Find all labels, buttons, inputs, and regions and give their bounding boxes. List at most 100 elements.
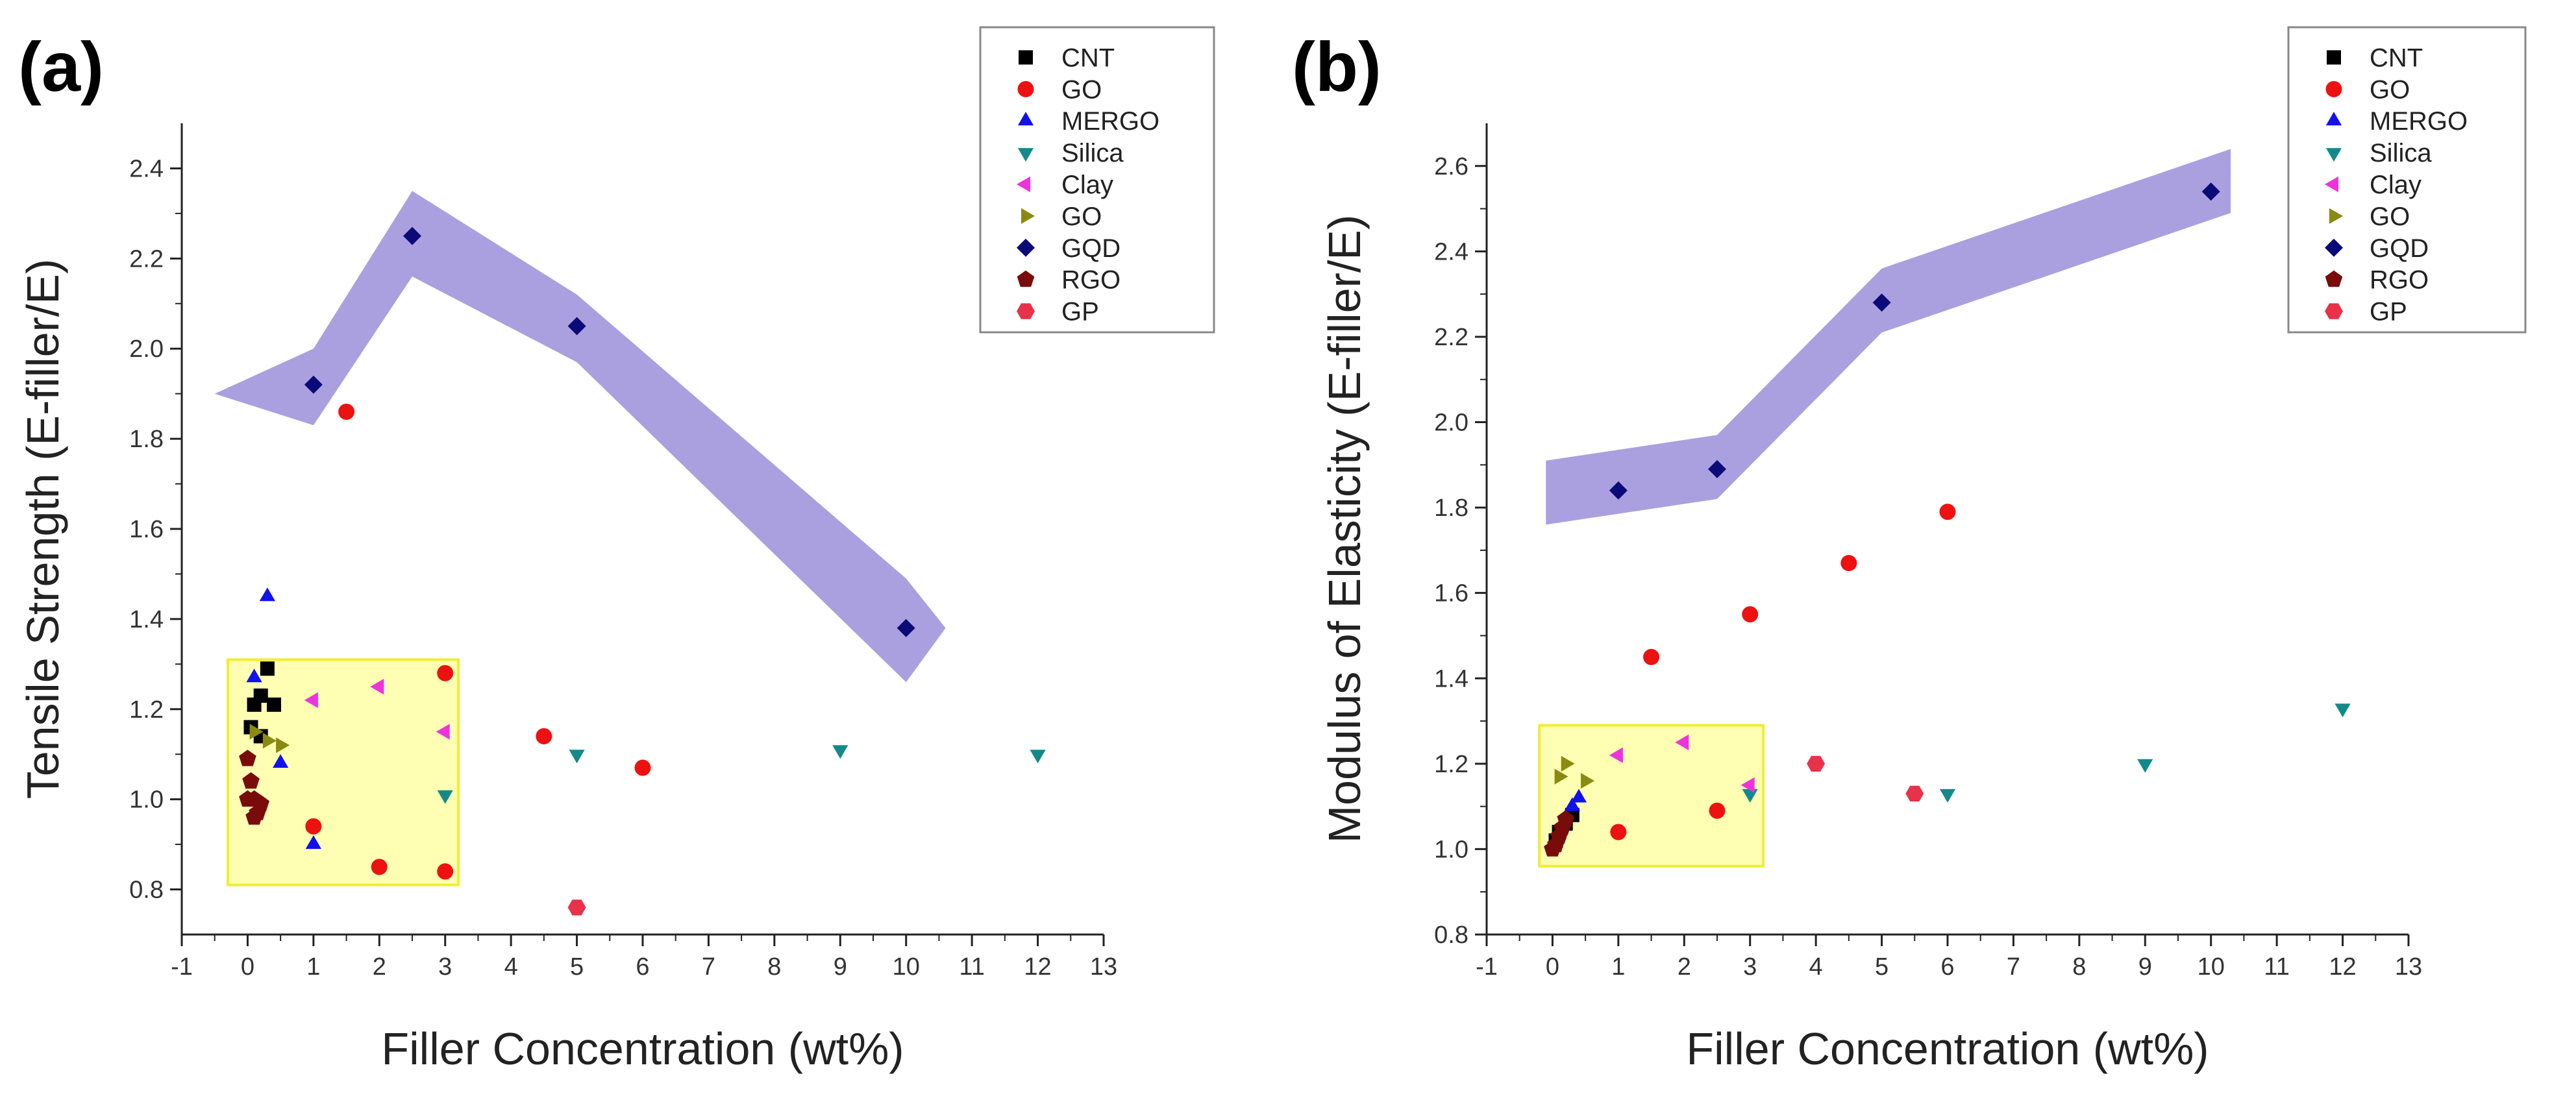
x-tick-label: 1 [306,953,320,981]
data-point-go-2 [437,665,454,681]
data-point-gqd-2 [1708,459,1726,478]
x-tick-label: 10 [893,953,920,981]
series-clay-triangle-left [304,678,450,740]
data-point-clay-2 [370,678,384,695]
series-mergo-triangle-up [246,587,321,849]
data-point-silica-1 [569,750,585,764]
data-point-go-5 [1610,824,1627,840]
data-point-clay-1 [1609,747,1623,763]
data-point-silica-4 [2334,703,2351,718]
y-axis-title: Tensile Strength (E-filler/E) [18,259,68,800]
data-point-go-1 [338,403,355,420]
x-tick-label: 3 [438,953,452,981]
data-point-gp-1 [1807,755,1826,772]
legend-marker-gp-hexagon [1017,303,1035,319]
data-point-go-4 [1939,504,1956,520]
legend-marker-clay-triangle-left [1017,176,1030,193]
legend-label-rgo: RGO [2370,266,2429,295]
y-tick-label: 2.2 [1434,324,1468,351]
series-go-triangle-right [1554,755,1595,789]
y-tick-label: 2.0 [1434,409,1468,437]
legend-marker-go-triangle-right [1021,208,1035,224]
data-point-gp-1 [567,899,586,916]
legend-marker-go-circle [2325,80,2342,97]
legend-marker-rgo-pentagon [2325,270,2343,287]
x-tick-label: 7 [702,953,715,981]
data-point-rgo-5 [1557,810,1574,827]
x-tick-label: -1 [171,953,193,981]
x-tick-label: 10 [2198,953,2225,981]
legend: CNT GO MERGO Silica Clay GO GQD RGO GP [979,26,1215,334]
legend-marker-mergo-triangle-up [1017,112,1034,126]
panel-b: -1 0 1 2 3 4 5 6 7 8 9 10 11 12 130.81.01.21.41.61.82.… [1292,26,2527,1074]
data-point-go-7 [437,863,454,880]
data-point-cnt-5 [267,697,281,712]
legend-label-silica: Silica [1061,139,1124,167]
series-rgo-pentagon [1544,810,1574,857]
x-tick-label: 1 [1611,953,1625,981]
series-gqd-diamond [304,226,915,637]
data-point-mergo-2 [246,668,262,683]
y-tick-label: 1.2 [1434,751,1468,778]
y-tick-label: 2.4 [129,155,164,182]
y-tick-label: 1.0 [129,787,164,814]
x-tick-label: 13 [2395,953,2422,981]
legend-label-gp: GP [1061,298,1099,326]
y-tick-label: 2.6 [1434,153,1468,180]
data-point-go-1 [249,724,264,740]
data-point-go-1 [1643,648,1660,665]
data-point-rgo-6 [239,790,256,807]
legend-label-cnt: CNT [1061,43,1115,72]
legend-marker-cnt-square [2327,50,2341,65]
data-point-silica-3 [1030,750,1046,764]
legend-label-gp: GP [2370,298,2407,326]
data-point-rgo-5 [252,794,269,811]
y-tick-label: 1.2 [129,696,164,724]
x-tick-label: -1 [1476,953,1498,981]
x-tick-label: 11 [959,953,984,981]
data-point-go-2 [1561,755,1575,772]
legend-marker-mergo-triangle-up [2325,112,2342,126]
legend-label-clay: Clay [2370,171,2421,199]
legend-label-go: GO [2370,202,2410,231]
panel-a: -1 0 1 2 3 4 5 6 7 8 9 10 11 12 130.81.01.21.41.61.82.… [18,26,1215,1074]
data-point-go-3 [1840,555,1857,572]
y-tick-label: 1.8 [1434,495,1468,522]
panel-label: (b) [1292,27,1381,106]
data-point-gqd-4 [2201,182,2220,201]
legend-marker-silica-triangle-down [2325,148,2342,162]
x-tick-label: 12 [1024,953,1051,981]
data-point-silica-2 [832,745,848,759]
data-point-mergo-2 [1570,788,1587,803]
data-point-go-6 [1709,802,1726,819]
legend-label-cnt: CNT [2370,43,2423,72]
data-point-gp-2 [1905,785,1924,801]
series-gqd-diamond [1609,182,2220,500]
legend-marker-silica-triangle-down [1017,148,1034,162]
data-point-silica-3 [2137,759,2153,773]
legend-label-mergo: MERGO [2370,107,2468,136]
data-point-go-5 [305,818,322,835]
series-go-circle [1610,504,1956,840]
x-tick-label: 7 [2007,953,2020,981]
legend-label-clay: Clay [1061,171,1113,199]
data-point-clay-3 [436,724,450,740]
x-tick-label: 6 [636,953,649,981]
y-tick-label: 1.6 [129,516,164,543]
legend-marker-go-triangle-right [2329,208,2343,224]
x-tick-label: 11 [2264,953,2289,981]
y-tick-label: 1.4 [129,606,164,633]
legend-label-go: GO [1061,75,1102,104]
data-point-go-3 [1581,773,1595,789]
x-tick-label: 3 [1743,953,1757,981]
series-go-triangle-right [249,724,290,753]
data-point-rgo-1 [239,750,256,766]
data-point-gqd-1 [304,375,323,394]
x-tick-label: 5 [1875,953,1889,981]
data-point-mergo-1 [1564,797,1580,811]
legend-marker-rgo-pentagon [1017,270,1035,287]
legend-label-go: GO [1061,202,1102,231]
x-tick-label: 6 [1940,953,1954,981]
y-tick-label: 2.4 [1434,238,1468,265]
